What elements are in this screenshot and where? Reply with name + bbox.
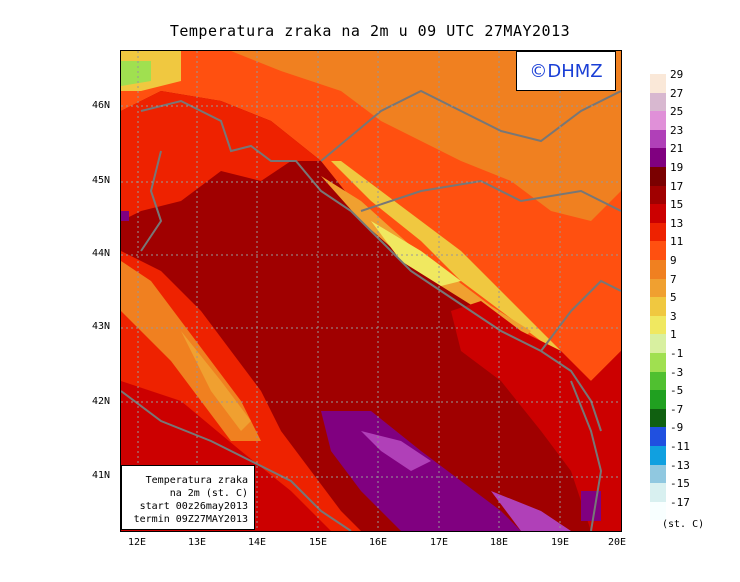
map-title: Temperatura zraka na 2m u 09 UTC 27MAY20… xyxy=(169,22,571,40)
lon-label: 18E xyxy=(490,537,509,548)
legend-swatch xyxy=(650,185,666,205)
info-line-1: Temperatura zraka xyxy=(145,475,248,486)
legend-swatch xyxy=(650,148,666,167)
legend-label: -5 xyxy=(670,384,684,398)
legend-label: 23 xyxy=(670,123,684,137)
lat-label: 43N xyxy=(92,321,111,332)
legend-label: -17 xyxy=(670,495,690,509)
temperature-field xyxy=(121,51,621,531)
legend-swatch xyxy=(650,129,666,149)
legend-label: 27 xyxy=(670,86,684,100)
legend-swatch xyxy=(650,408,666,428)
legend-label: 19 xyxy=(670,161,684,174)
legend-swatch xyxy=(650,222,666,242)
lon-label: 12E xyxy=(128,537,147,548)
info-box: Temperatura zraka na 2m (st. C) start 00… xyxy=(121,465,255,530)
legend-label: 1 xyxy=(670,328,677,342)
legend-swatch xyxy=(650,427,666,446)
legend-swatch xyxy=(650,483,666,502)
legend-label: 7 xyxy=(670,272,677,286)
legend-label: 9 xyxy=(670,254,677,267)
legend-label: 11 xyxy=(670,235,684,249)
info-line-2: na 2m (st. C) xyxy=(169,488,248,499)
lon-label: 15E xyxy=(309,537,328,548)
legend-swatch xyxy=(650,315,666,335)
legend-swatch xyxy=(650,241,666,260)
legend-label: -13 xyxy=(670,458,690,472)
graticule xyxy=(121,51,621,531)
legend-swatch xyxy=(650,74,666,93)
legend-swatch xyxy=(650,167,666,186)
lon-label: 16E xyxy=(369,537,388,548)
lon-label: 20E xyxy=(608,537,627,548)
legend-label: 3 xyxy=(670,309,677,323)
legend-swatch xyxy=(650,278,666,298)
legend-label: 15 xyxy=(670,198,684,212)
lat-label: 41N xyxy=(92,470,111,481)
legend-label: -15 xyxy=(670,477,690,491)
lon-label: 13E xyxy=(188,537,207,548)
copyright-badge: ©DHMZ xyxy=(516,51,616,91)
legend-label: 25 xyxy=(670,105,684,119)
legend-swatch xyxy=(650,92,666,112)
legend-swatch xyxy=(650,260,666,279)
lat-label: 44N xyxy=(92,248,111,259)
legend-swatch xyxy=(650,111,666,130)
temperature-map xyxy=(120,50,622,532)
lat-label: 42N xyxy=(92,396,111,407)
legend-label: 5 xyxy=(670,291,677,305)
legend-unit: (st. C) xyxy=(662,519,705,530)
lon-label: 14E xyxy=(248,537,267,548)
lon-label: 19E xyxy=(551,537,570,548)
legend-swatch xyxy=(650,464,666,484)
legend-swatch xyxy=(650,334,666,353)
legend-label: -9 xyxy=(670,421,684,435)
legend-label: 21 xyxy=(670,142,684,156)
legend-swatch xyxy=(650,390,666,409)
legend-swatch xyxy=(650,371,666,391)
lon-label: 17E xyxy=(430,537,449,548)
legend-swatch xyxy=(650,297,666,316)
legend-label: -11 xyxy=(670,440,690,453)
legend-swatch xyxy=(650,446,666,465)
legend-label: 17 xyxy=(670,179,684,193)
lat-label: 46N xyxy=(92,100,111,111)
legend-label: 29 xyxy=(670,68,684,81)
legend-swatch xyxy=(650,204,666,223)
legend-label: -1 xyxy=(670,347,684,360)
info-line-3: start 00z26may2013 xyxy=(139,501,248,512)
lat-label: 45N xyxy=(92,175,111,186)
legend-swatch xyxy=(650,353,666,372)
legend-swatch xyxy=(650,501,666,521)
info-line-4: termin 09Z27MAY2013 xyxy=(133,514,248,525)
coastline xyxy=(121,89,621,531)
legend-label: -3 xyxy=(670,365,684,379)
legend-label: -7 xyxy=(670,402,684,416)
legend-label: 13 xyxy=(670,216,684,230)
